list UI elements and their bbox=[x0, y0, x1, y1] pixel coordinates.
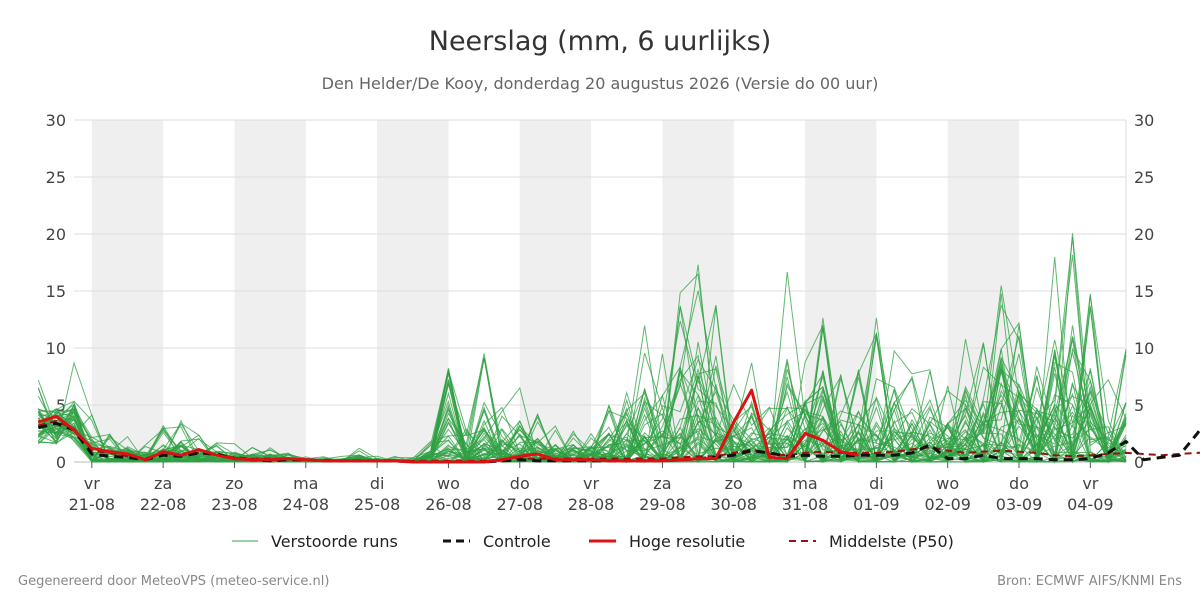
x-tick-date-03-09: 03-09 bbox=[996, 495, 1043, 514]
x-tick-day-27-08: do bbox=[510, 474, 530, 493]
x-tick-date-30-08: 30-08 bbox=[710, 495, 757, 514]
y-axis-left: 0 5 10 15 20 25 30 bbox=[46, 111, 66, 472]
footer-generated-by: Gegenereerd door MeteoVPS (meteo-service… bbox=[18, 574, 329, 589]
x-tick-date-26-08: 26-08 bbox=[425, 495, 472, 514]
y-tick-right-5: 5 bbox=[1134, 396, 1144, 415]
y-tick-left-20: 20 bbox=[46, 225, 66, 244]
x-tick-date-28-08: 28-08 bbox=[568, 495, 615, 514]
legend-ensemble-label: Verstoorde runs bbox=[271, 532, 398, 551]
y-tick-right-15: 15 bbox=[1134, 282, 1154, 301]
x-tick-day-31-08: ma bbox=[792, 474, 817, 493]
x-tick-day-28-08: vr bbox=[583, 474, 599, 493]
y-tick-left-30: 30 bbox=[46, 111, 66, 130]
x-tick-date-23-08: 23-08 bbox=[211, 495, 258, 514]
x-tick-day-26-08: wo bbox=[437, 474, 460, 493]
x-tick-day-25-08: di bbox=[370, 474, 385, 493]
x-tick-date-31-08: 31-08 bbox=[782, 495, 829, 514]
x-tick-day-22-08: za bbox=[154, 474, 172, 493]
legend-p50-label: Middelste (P50) bbox=[829, 532, 954, 551]
x-tick-date-22-08: 22-08 bbox=[140, 495, 187, 514]
y-tick-right-20: 20 bbox=[1134, 225, 1154, 244]
series-hoge-resolutie bbox=[37, 388, 859, 464]
x-tick-day-29-08: za bbox=[653, 474, 671, 493]
y-tick-left-0: 0 bbox=[56, 453, 66, 472]
x-tick-date-27-08: 27-08 bbox=[497, 495, 544, 514]
y-tick-left-5: 5 bbox=[56, 396, 66, 415]
y-tick-left-10: 10 bbox=[46, 339, 66, 358]
x-tick-day-24-08: ma bbox=[293, 474, 318, 493]
x-tick-date-21-08: 21-08 bbox=[69, 495, 116, 514]
y-tick-left-25: 25 bbox=[46, 168, 66, 187]
x-tick-date-04-09: 04-09 bbox=[1067, 495, 1114, 514]
chart-title: Neerslag (mm, 6 uurlijks) bbox=[429, 26, 771, 57]
x-tick-day-23-08: zo bbox=[225, 474, 243, 493]
y-tick-left-15: 15 bbox=[46, 282, 66, 301]
y-tick-right-30: 30 bbox=[1134, 111, 1154, 130]
y-tick-right-10: 10 bbox=[1134, 339, 1154, 358]
x-tick-date-24-08: 24-08 bbox=[283, 495, 330, 514]
legend: Verstoorde runs Controle Hoge resolutie … bbox=[232, 532, 954, 551]
x-axis: vr 21-08 za 22-08 zo 23-08 ma 24-08 di 25-08 wo 26-… bbox=[69, 462, 1114, 514]
x-tick-day-03-09: do bbox=[1009, 474, 1029, 493]
y-axis-right: 0 5 10 15 20 25 30 bbox=[1134, 111, 1154, 472]
x-tick-day-21-08: vr bbox=[84, 474, 100, 493]
x-tick-day-04-09: vr bbox=[1082, 474, 1098, 493]
x-tick-date-02-09: 02-09 bbox=[924, 495, 971, 514]
main-series bbox=[37, 388, 1200, 464]
legend-control-label: Controle bbox=[483, 532, 551, 551]
chart-subtitle: Den Helder/De Kooy, donderdag 20 augustu… bbox=[322, 74, 879, 93]
x-tick-date-25-08: 25-08 bbox=[354, 495, 401, 514]
x-tick-day-02-09: wo bbox=[936, 474, 959, 493]
x-tick-date-29-08: 29-08 bbox=[639, 495, 686, 514]
footer-source: Bron: ECMWF AIFS/KNMI Ens bbox=[997, 574, 1182, 589]
x-tick-day-30-08: zo bbox=[725, 474, 743, 493]
y-tick-right-0: 0 bbox=[1134, 453, 1144, 472]
legend-hires-label: Hoge resolutie bbox=[629, 532, 745, 551]
ensemble-member-37 bbox=[37, 369, 1127, 463]
y-tick-right-25: 25 bbox=[1134, 168, 1154, 187]
x-tick-day-01-09: di bbox=[869, 474, 884, 493]
x-tick-date-01-09: 01-09 bbox=[853, 495, 900, 514]
